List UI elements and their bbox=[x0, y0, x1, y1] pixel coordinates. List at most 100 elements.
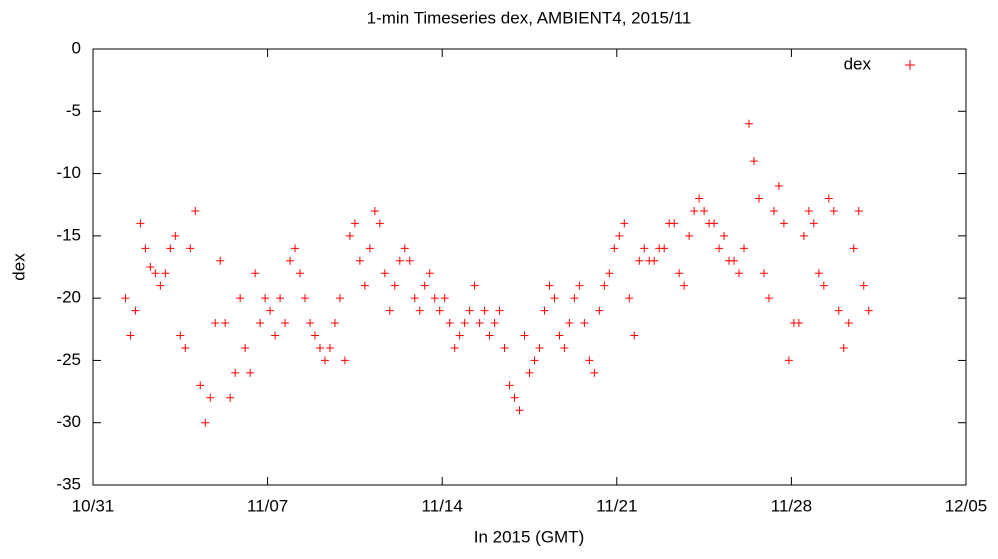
chart-title: 1-min Timeseries dex, AMBIENT4, 2015/11 bbox=[367, 8, 692, 27]
point bbox=[146, 263, 155, 271]
point bbox=[829, 206, 838, 215]
point bbox=[490, 319, 499, 328]
point bbox=[844, 319, 853, 328]
point bbox=[480, 306, 489, 315]
point bbox=[251, 269, 260, 278]
point bbox=[320, 356, 329, 365]
x-tick-label: 11/14 bbox=[422, 496, 463, 515]
y-tick-label: -20 bbox=[56, 288, 81, 307]
point bbox=[161, 269, 170, 278]
y-tick-label: -15 bbox=[56, 225, 81, 244]
point bbox=[390, 281, 399, 290]
point bbox=[749, 157, 758, 166]
point bbox=[445, 319, 454, 328]
x-tick-label: 12/05 bbox=[945, 496, 988, 515]
point bbox=[670, 219, 679, 228]
x-tick-label: 11/07 bbox=[247, 496, 288, 515]
point bbox=[495, 306, 504, 315]
point bbox=[465, 306, 474, 315]
point bbox=[685, 231, 694, 240]
point bbox=[510, 393, 519, 402]
point bbox=[814, 269, 823, 278]
point bbox=[201, 418, 210, 427]
point bbox=[365, 244, 374, 253]
point bbox=[430, 294, 439, 303]
point bbox=[425, 269, 434, 278]
point bbox=[515, 406, 524, 415]
point bbox=[410, 294, 419, 303]
point bbox=[700, 206, 709, 215]
point bbox=[859, 281, 868, 290]
point bbox=[335, 294, 344, 303]
point bbox=[296, 269, 305, 278]
point bbox=[385, 306, 394, 315]
point bbox=[824, 194, 833, 203]
point bbox=[650, 256, 659, 265]
point bbox=[266, 306, 275, 315]
point bbox=[340, 356, 349, 365]
point bbox=[221, 319, 230, 328]
point bbox=[630, 331, 639, 340]
point bbox=[839, 343, 848, 352]
point bbox=[271, 331, 280, 340]
y-tick-label: -30 bbox=[56, 412, 81, 431]
x-tick-label: 11/21 bbox=[596, 496, 637, 515]
point bbox=[849, 244, 858, 253]
point bbox=[141, 244, 150, 253]
point bbox=[246, 368, 255, 377]
point bbox=[720, 231, 729, 240]
point bbox=[580, 319, 589, 328]
point bbox=[470, 281, 479, 290]
point bbox=[256, 319, 265, 328]
point bbox=[475, 319, 484, 328]
point bbox=[156, 281, 165, 290]
legend-marker bbox=[905, 60, 915, 70]
point bbox=[500, 343, 509, 352]
point bbox=[535, 343, 544, 352]
x-tick-label: 11/28 bbox=[771, 496, 812, 515]
point bbox=[555, 331, 564, 340]
point bbox=[460, 319, 469, 328]
y-tick-label: -25 bbox=[56, 350, 81, 369]
point bbox=[834, 306, 843, 315]
point bbox=[735, 269, 744, 278]
point bbox=[301, 294, 310, 303]
point bbox=[744, 119, 753, 128]
point bbox=[455, 331, 464, 340]
point bbox=[774, 182, 783, 191]
point bbox=[375, 219, 384, 228]
point bbox=[590, 368, 599, 377]
point bbox=[819, 281, 828, 290]
point bbox=[186, 244, 195, 253]
point bbox=[370, 206, 379, 215]
point bbox=[550, 294, 559, 303]
point bbox=[400, 244, 409, 253]
point bbox=[415, 306, 424, 315]
point bbox=[440, 294, 449, 303]
point bbox=[171, 231, 180, 240]
point bbox=[565, 319, 574, 328]
point bbox=[545, 281, 554, 290]
y-tick-label: -10 bbox=[56, 163, 81, 182]
point bbox=[211, 319, 220, 328]
point bbox=[236, 294, 245, 303]
point bbox=[276, 294, 285, 303]
point bbox=[131, 306, 140, 315]
point bbox=[166, 244, 175, 253]
point bbox=[485, 331, 494, 340]
point bbox=[809, 219, 818, 228]
point bbox=[764, 294, 773, 303]
point bbox=[754, 194, 763, 203]
point bbox=[360, 281, 369, 290]
y-tick-label: -5 bbox=[66, 101, 81, 120]
x-tick-label: 10/31 bbox=[72, 496, 115, 515]
point bbox=[176, 331, 185, 340]
point bbox=[380, 269, 389, 278]
point bbox=[350, 219, 359, 228]
point bbox=[675, 269, 684, 278]
point bbox=[595, 306, 604, 315]
point bbox=[216, 256, 225, 265]
point bbox=[136, 219, 145, 228]
point bbox=[804, 206, 813, 215]
